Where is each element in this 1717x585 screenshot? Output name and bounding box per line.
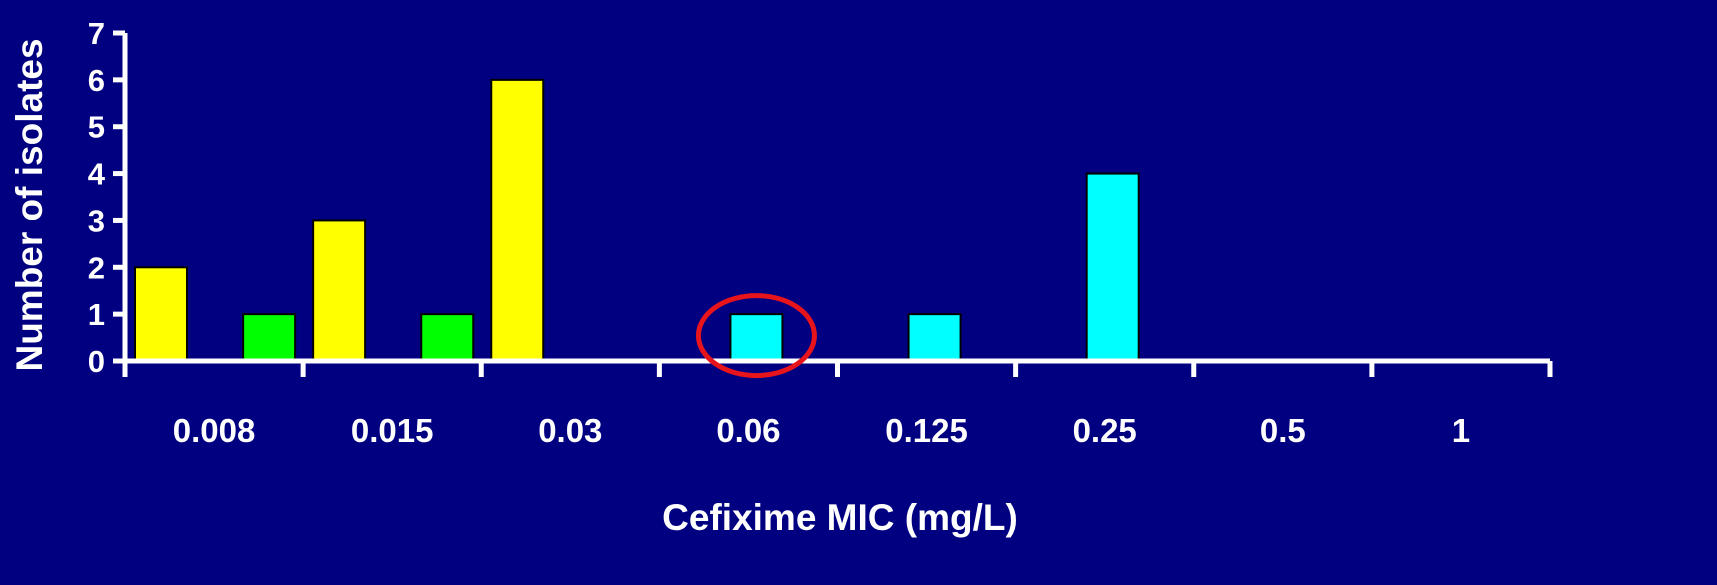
y-axis-title: Number of isolates (9, 38, 50, 371)
bar (420, 313, 475, 362)
y-tick-label: 0 (88, 344, 105, 379)
x-tick-label: 0.03 (538, 412, 602, 449)
bar-group (134, 78, 1140, 362)
bar (729, 313, 784, 362)
x-tick-label: 0.06 (716, 412, 780, 449)
x-tick-label: 0.015 (351, 412, 434, 449)
y-tick-label: 3 (88, 203, 105, 238)
y-tick-group: 0 1 2 3 4 5 6 7 (88, 16, 125, 379)
bar (907, 313, 962, 362)
y-tick-label: 7 (88, 16, 105, 51)
x-tick-label: 0.5 (1260, 412, 1306, 449)
y-tick-label: 6 (88, 63, 105, 98)
x-axis-title: Cefixime MIC (mg/L) (662, 497, 1018, 538)
x-tick-label: 1 (1452, 412, 1470, 449)
y-tick-label: 1 (88, 297, 105, 332)
y-tick-label: 4 (88, 157, 106, 192)
x-tick-label: 0.25 (1073, 412, 1137, 449)
bar (134, 266, 188, 362)
y-tick-label: 5 (88, 110, 105, 145)
x-tick-group: 0.008 0.015 0.03 0.06 0.125 0.25 0.5 1 (122, 361, 1553, 449)
y-tick-label: 2 (88, 250, 105, 285)
axes-group (113, 33, 1550, 364)
bar (312, 219, 367, 362)
bar (242, 313, 297, 362)
bar (1085, 172, 1140, 362)
x-tick-label: 0.008 (173, 412, 256, 449)
highlight-circle (695, 293, 817, 379)
bar (490, 78, 545, 362)
x-tick-label: 0.125 (885, 412, 968, 449)
